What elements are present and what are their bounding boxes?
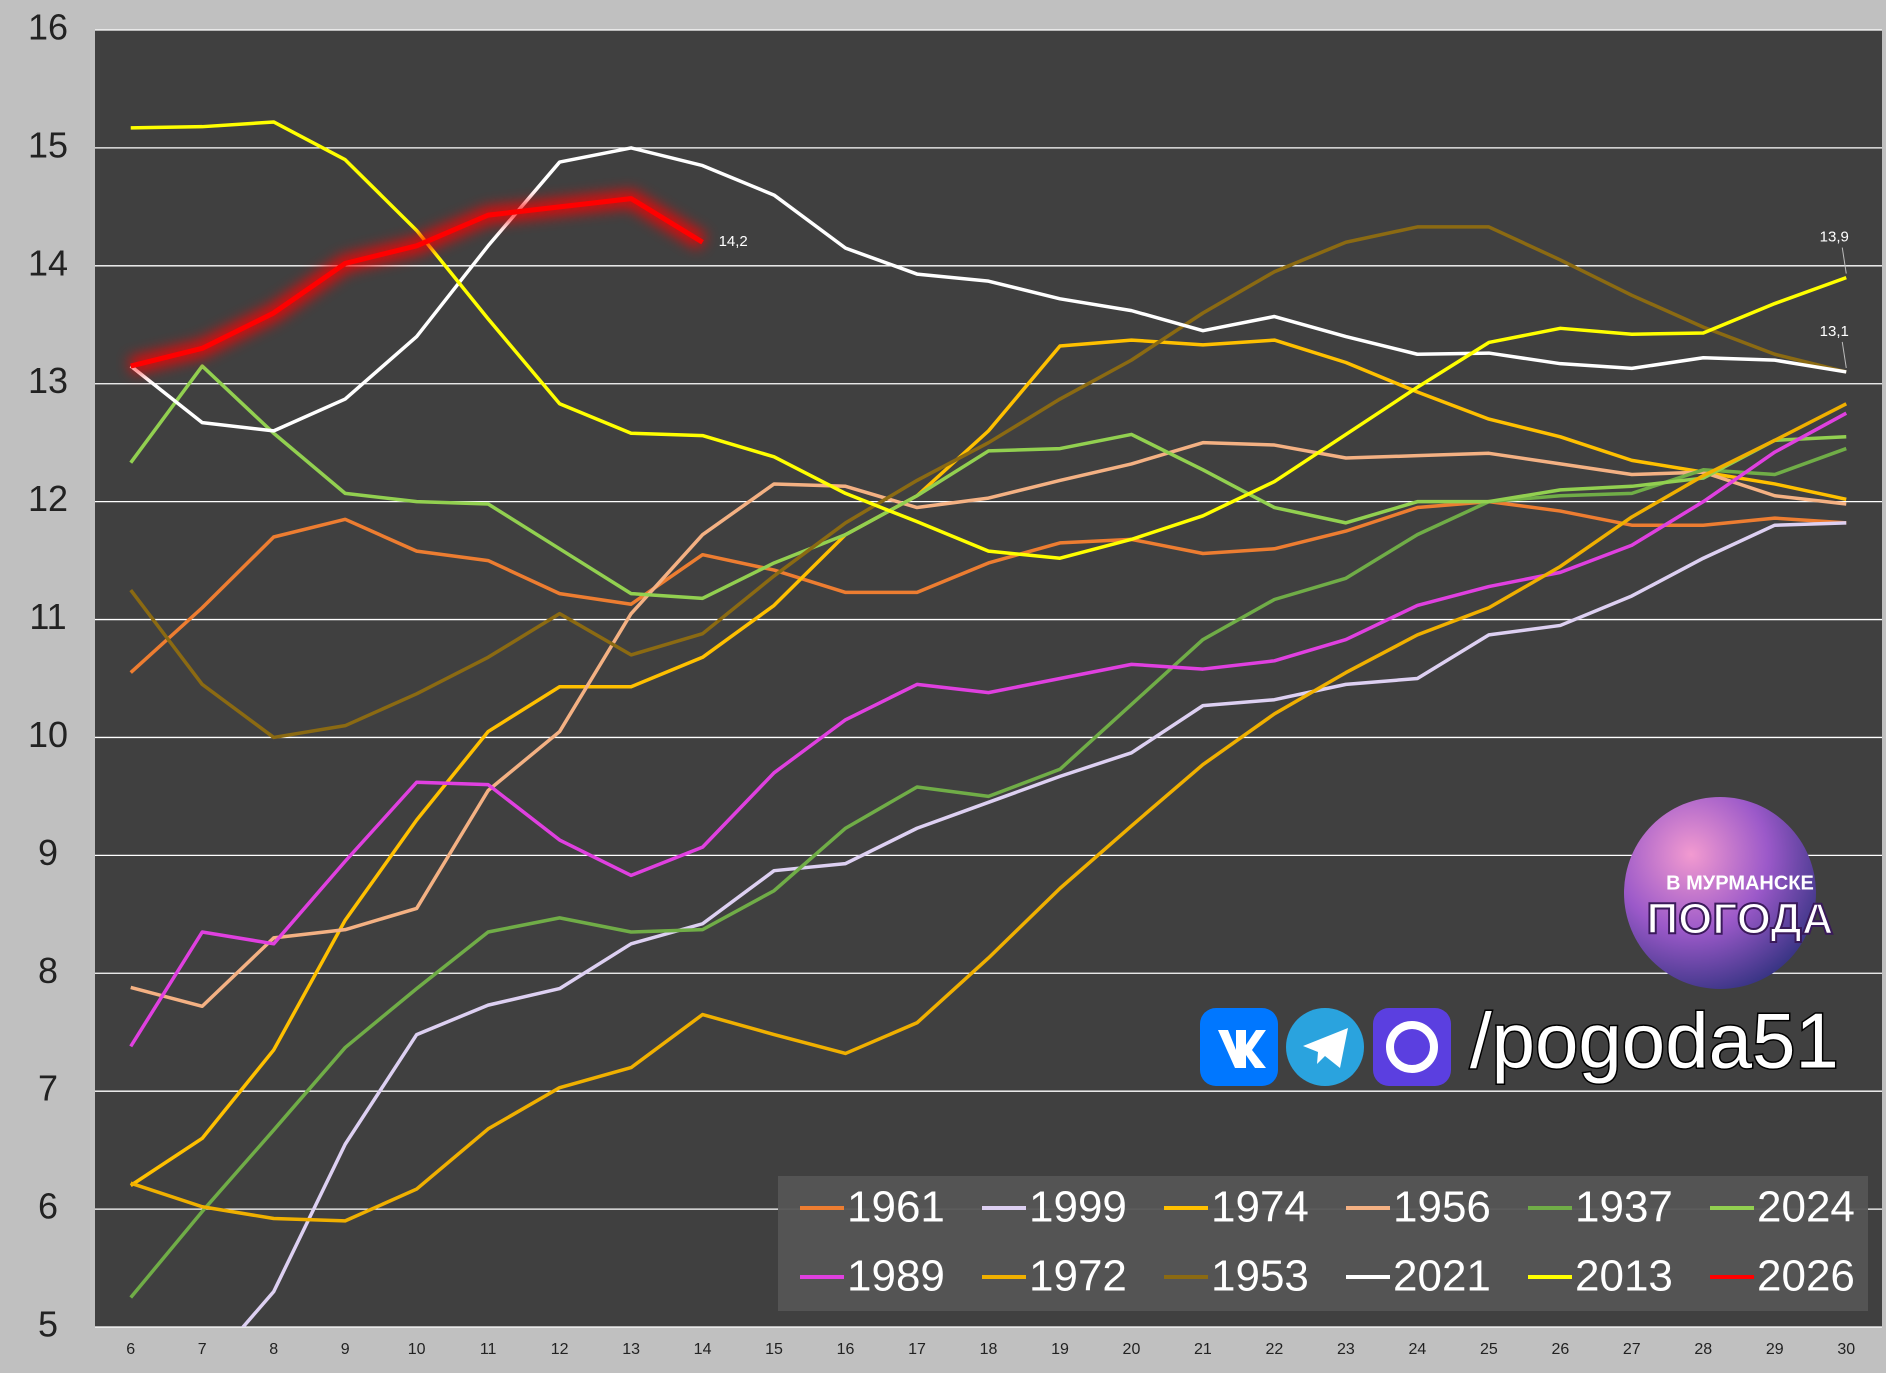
series-line [129, 446, 1847, 1299]
x-tick-label: 11 [480, 1341, 497, 1358]
x-tick-label: 9 [341, 1341, 350, 1358]
logo: В МУРМАНСКЕ ПОГОДА [1624, 797, 1834, 989]
series-line [129, 338, 1847, 1187]
legend-label: 2021 [1393, 1252, 1491, 1301]
x-tick-label: 24 [1408, 1341, 1426, 1358]
vk-glyph [1218, 1030, 1266, 1068]
legend-label: 1972 [1029, 1252, 1127, 1301]
y-tick-label: 5 [38, 1304, 58, 1345]
y-tick-label: 6 [38, 1186, 58, 1227]
watermark-handle: /pogoda51 [1470, 997, 1839, 1085]
x-tick-label: 7 [198, 1341, 207, 1358]
legend-label: 2024 [1757, 1183, 1855, 1232]
annotation: 13,1 [1820, 323, 1849, 340]
x-tick-label: 28 [1694, 1341, 1712, 1358]
max-glyph [1386, 1021, 1438, 1073]
y-tick-label: 13 [28, 360, 68, 401]
y-tick-label: 12 [28, 478, 68, 519]
y-tick-label: 15 [28, 124, 68, 165]
x-tick-label: 21 [1194, 1341, 1212, 1358]
x-tick-label: 15 [765, 1341, 783, 1358]
logo-top: В МУРМАНСКЕ [1666, 872, 1814, 894]
series-line [129, 364, 1847, 601]
x-tick-label: 8 [269, 1341, 278, 1358]
x-tick-label: 19 [1051, 1341, 1069, 1358]
legend-label: 1989 [847, 1252, 945, 1301]
annotation-leader [1841, 247, 1847, 274]
y-tick-label: 8 [38, 950, 58, 991]
series-line [240, 521, 1847, 1327]
legend-label: 1999 [1029, 1183, 1127, 1232]
legend-label: 1953 [1211, 1252, 1309, 1301]
series-line [130, 120, 1847, 560]
series-line [130, 440, 1847, 1009]
legend-box [778, 1176, 1868, 1311]
x-tick-label: 23 [1337, 1341, 1355, 1358]
x-tick-label: 22 [1266, 1341, 1284, 1358]
x-tick-label: 6 [126, 1341, 135, 1358]
y-tick-label: 9 [38, 832, 58, 873]
annotation-leader [1841, 341, 1847, 369]
series-line [129, 146, 1847, 433]
x-tick-label: 10 [408, 1341, 426, 1358]
plot-area [95, 30, 1882, 1327]
legend-label: 1974 [1211, 1183, 1309, 1232]
logo-bottom: ПОГОДА [1647, 895, 1834, 944]
series-line [129, 225, 1847, 740]
x-tick-label: 17 [908, 1341, 926, 1358]
x-tick-label: 12 [551, 1341, 569, 1358]
x-tick-label: 27 [1623, 1341, 1641, 1358]
x-tick-label: 16 [837, 1341, 855, 1358]
x-tick-label: 13 [622, 1341, 640, 1358]
x-tick-label: 18 [980, 1341, 998, 1358]
social-icons [1200, 1008, 1451, 1086]
x-tick-label: 29 [1766, 1341, 1784, 1358]
legend-label: 1937 [1575, 1183, 1673, 1232]
x-tick-label: 20 [1123, 1341, 1141, 1358]
y-tick-label: 11 [29, 596, 66, 637]
annotation: 13,9 [1820, 229, 1849, 246]
y-tick-label: 14 [28, 242, 68, 283]
legend-label: 2013 [1575, 1252, 1673, 1301]
legend-label: 1961 [847, 1183, 945, 1232]
x-tick-label: 14 [694, 1341, 712, 1358]
annotation: 14,2 [719, 233, 748, 250]
y-tick-label: 16 [28, 7, 68, 48]
max-icon [1373, 1008, 1451, 1086]
series-line [129, 411, 1848, 1048]
series-line [130, 196, 704, 369]
y-tick-label: 10 [28, 714, 68, 755]
y-tick-label: 7 [38, 1068, 58, 1109]
series-line [130, 402, 1848, 1223]
x-tick-label: 26 [1551, 1341, 1569, 1358]
legend-label: 2026 [1757, 1252, 1855, 1301]
telegram-glyph [1303, 1028, 1348, 1068]
legend-label: 1956 [1393, 1183, 1491, 1232]
logo-circle [1624, 797, 1816, 989]
series-line [129, 499, 1847, 674]
x-tick-label: 30 [1837, 1341, 1855, 1358]
x-tick-label: 25 [1480, 1341, 1498, 1358]
